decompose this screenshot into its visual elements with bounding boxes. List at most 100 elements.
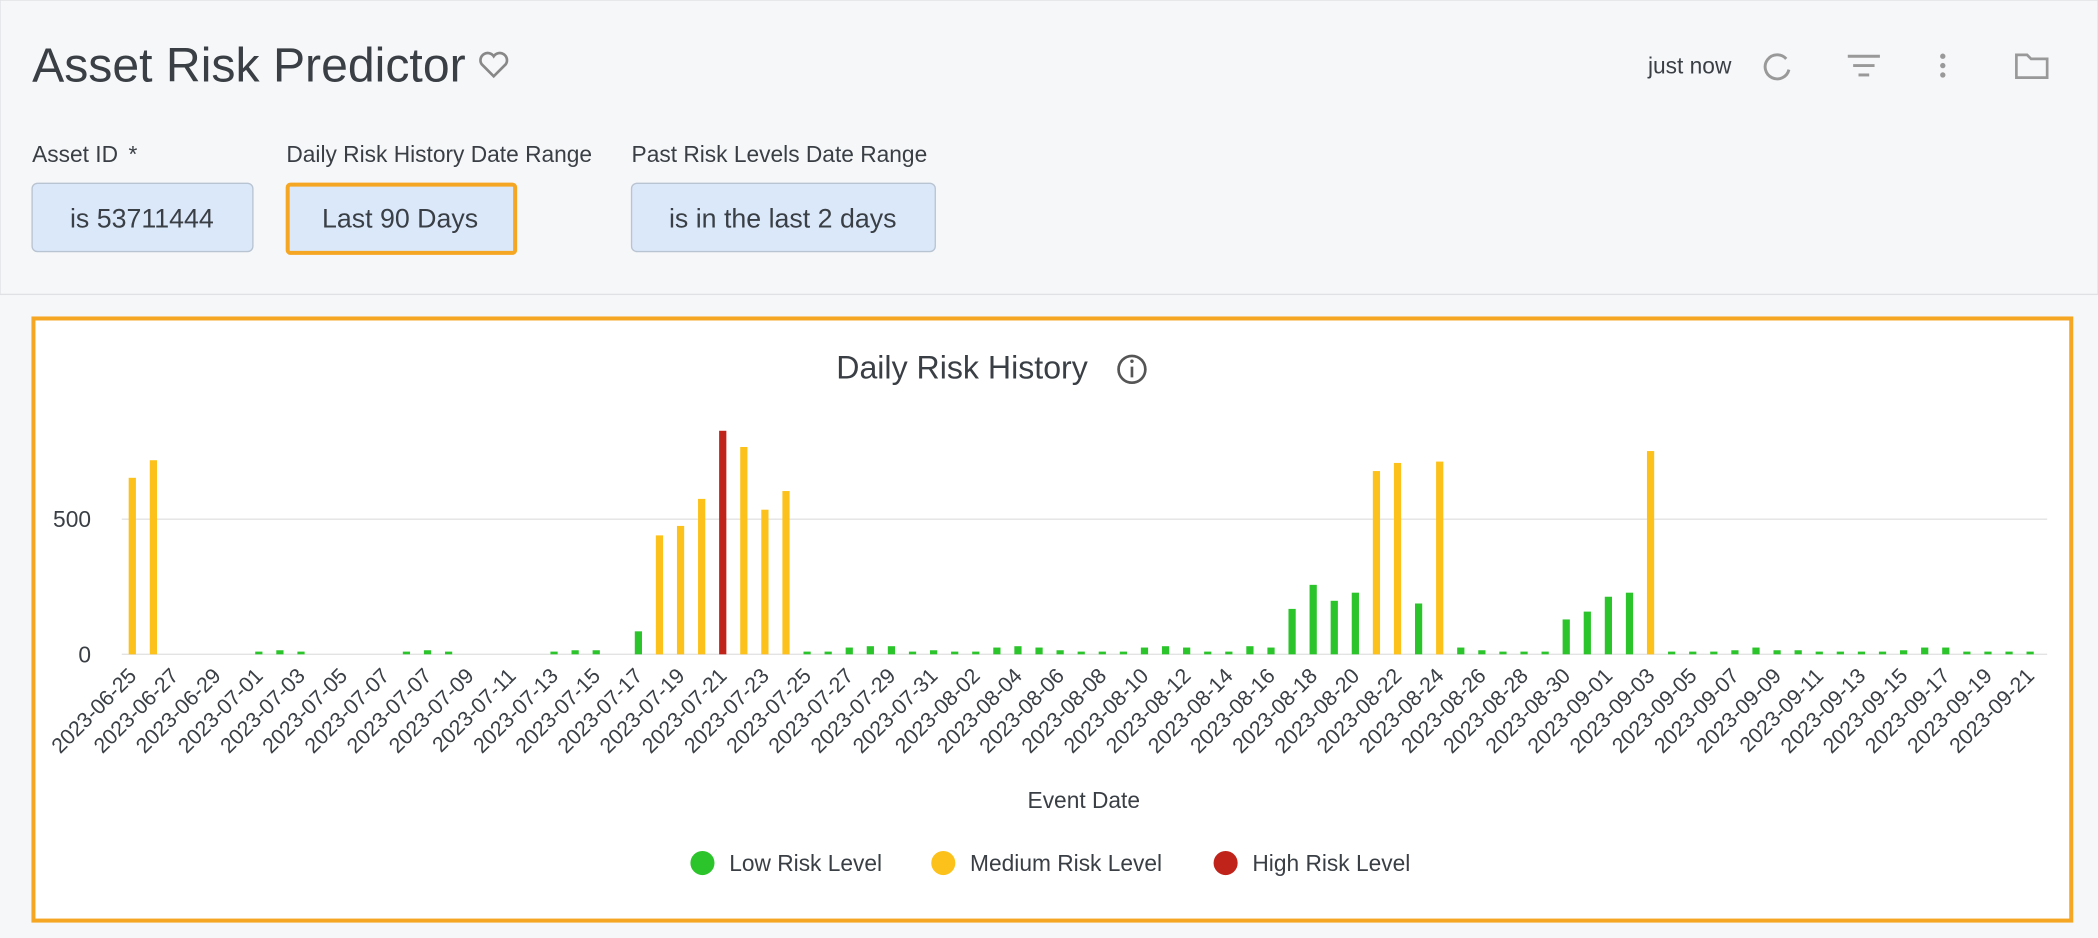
chart-title: Daily Risk History xyxy=(836,350,1088,386)
bar xyxy=(1921,647,1929,655)
bar xyxy=(698,498,706,655)
bar xyxy=(1372,471,1381,655)
bar xyxy=(634,631,643,655)
filter-button[interactable] xyxy=(630,182,936,253)
bar xyxy=(1119,651,1128,655)
bar xyxy=(1457,647,1465,655)
legend-swatch xyxy=(1213,851,1238,876)
filter-label: Past Risk Levels Date Range xyxy=(632,141,928,167)
filter-value: Last 90 Days xyxy=(322,203,478,233)
filter-value: is 53711444 xyxy=(70,203,214,233)
bar xyxy=(1900,650,1908,655)
bar xyxy=(1436,461,1444,655)
legend-swatch xyxy=(690,851,715,876)
bar xyxy=(993,647,1001,655)
bar xyxy=(1562,619,1570,655)
bar xyxy=(1963,651,1971,655)
bar xyxy=(1710,651,1718,655)
legend-swatch xyxy=(931,851,956,876)
info-icon[interactable] xyxy=(1117,354,1147,385)
bar xyxy=(1204,651,1212,655)
bar xyxy=(929,650,938,655)
bar xyxy=(908,651,917,655)
bar xyxy=(1330,600,1338,655)
bar xyxy=(1689,651,1697,655)
filter-button[interactable] xyxy=(31,182,254,253)
bar xyxy=(887,646,896,655)
bar xyxy=(1309,584,1317,655)
bar xyxy=(1056,650,1064,655)
bar xyxy=(1246,646,1254,655)
bar xyxy=(782,491,790,655)
bar xyxy=(1225,651,1233,655)
folder-icon[interactable] xyxy=(2015,53,2049,79)
bar xyxy=(676,525,685,655)
legend-label: High Risk Level xyxy=(1252,850,1410,876)
bar xyxy=(1183,647,1191,655)
y-tick-label: 500 xyxy=(53,506,91,532)
x-axis-label: Event Date xyxy=(1028,787,1140,813)
bar xyxy=(845,647,853,655)
bar xyxy=(1267,647,1275,655)
bar xyxy=(1351,592,1359,655)
filter-value: is in the last 2 days xyxy=(669,203,897,233)
bar xyxy=(1857,651,1866,655)
bar xyxy=(1414,603,1423,655)
refresh-status: just now xyxy=(1647,53,1732,79)
chart-panel xyxy=(31,316,2074,923)
bar xyxy=(1499,651,1507,655)
bar xyxy=(1625,592,1634,655)
dashboard-title: Asset Risk Predictor xyxy=(32,39,466,93)
bar xyxy=(592,650,600,655)
bar xyxy=(1035,647,1043,655)
bar xyxy=(972,651,980,655)
filter-label: Daily Risk History Date Range xyxy=(286,141,592,167)
bar xyxy=(1604,596,1613,655)
bar xyxy=(2026,651,2034,655)
bar xyxy=(1014,646,1022,655)
favorite-icon[interactable] xyxy=(479,51,509,79)
bar xyxy=(297,651,305,655)
legend-label: Low Risk Level xyxy=(729,850,882,876)
bar xyxy=(1077,651,1085,655)
bar xyxy=(1098,651,1106,655)
bar xyxy=(824,651,832,655)
bar xyxy=(803,651,811,655)
bar xyxy=(402,651,411,655)
bar xyxy=(128,477,136,655)
refresh-icon[interactable] xyxy=(1763,53,1791,81)
bar xyxy=(1773,650,1781,655)
legend-label: Medium Risk Level xyxy=(970,850,1162,876)
bar xyxy=(2005,651,2013,655)
bar xyxy=(655,535,664,655)
bar xyxy=(444,651,453,655)
bar xyxy=(1478,650,1486,655)
bar xyxy=(1541,651,1549,655)
bar xyxy=(761,509,769,655)
bar xyxy=(571,650,579,655)
bar xyxy=(1815,651,1823,655)
required-mark: * xyxy=(128,141,137,167)
bar xyxy=(1878,651,1887,655)
bar xyxy=(1942,647,1950,655)
bar xyxy=(1984,651,1992,655)
bar xyxy=(740,446,748,655)
bar xyxy=(1731,650,1739,655)
bar xyxy=(1646,451,1655,655)
bar xyxy=(149,460,158,655)
bar xyxy=(1288,608,1296,655)
y-tick-label: 0 xyxy=(78,641,91,667)
bar xyxy=(1668,651,1676,655)
filter-button[interactable] xyxy=(285,182,518,255)
bar xyxy=(1583,611,1591,655)
more-icon[interactable] xyxy=(1940,53,1946,78)
bar xyxy=(1836,651,1844,655)
filter-label: Asset ID xyxy=(32,141,118,167)
bar xyxy=(719,430,727,655)
bar xyxy=(1794,650,1802,655)
filter-icon[interactable] xyxy=(1847,54,1880,77)
bar xyxy=(1752,647,1760,655)
bar xyxy=(951,651,959,655)
